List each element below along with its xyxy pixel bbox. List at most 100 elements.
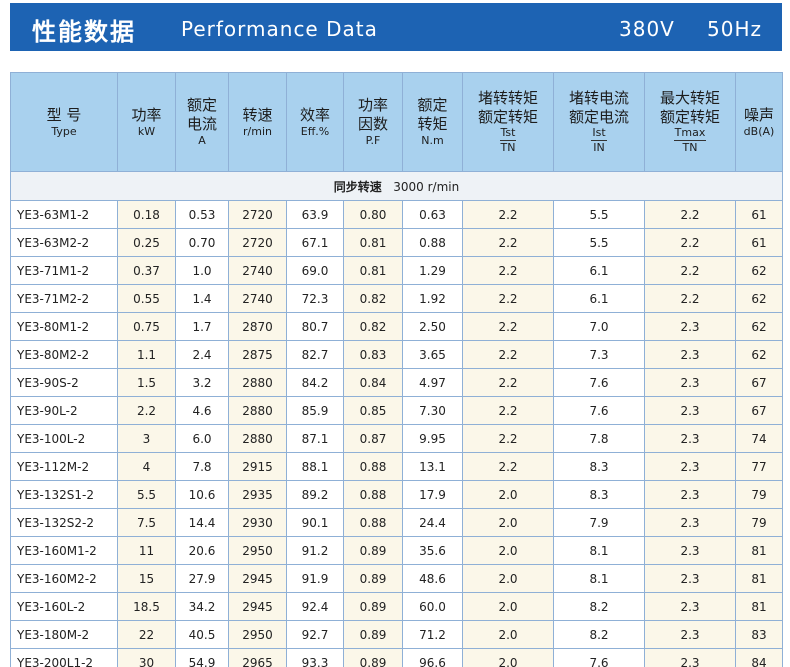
cell-model: YE3-100L-2 [10, 424, 118, 453]
cell-noise: 67 [735, 368, 783, 397]
sync-speed-row: 同步转速 3000 r/min [10, 171, 783, 201]
cell-rated-torque: 13.1 [402, 452, 463, 481]
cell-rated-current: 54.9 [175, 648, 229, 667]
cell-rated-current: 27.9 [175, 564, 229, 593]
cell-efficiency: 87.1 [286, 424, 344, 453]
header-max-torque-ratio: 最大转矩 额定转矩 Tmax TN [644, 72, 736, 172]
cell-power-factor: 0.88 [343, 452, 403, 481]
cell-locked-torque-ratio: 2.2 [462, 200, 554, 229]
cell-noise: 67 [735, 396, 783, 425]
cell-max-torque-ratio: 2.3 [644, 396, 736, 425]
cell-power-factor: 0.82 [343, 284, 403, 313]
cell-power-factor: 0.81 [343, 256, 403, 285]
cell-rated-current: 0.70 [175, 228, 229, 257]
header-noise: 噪声 dB(A) [735, 72, 783, 172]
cell-power-factor: 0.89 [343, 620, 403, 649]
cell-speed: 2720 [228, 228, 287, 257]
table-row: YE3-80M1-2 0.75 1.7 2870 80.7 0.82 2.50 2.2 7.0 2… [10, 312, 783, 341]
cell-rated-current: 20.6 [175, 536, 229, 565]
cell-locked-current-ratio: 7.6 [553, 368, 645, 397]
cell-rated-current: 1.7 [175, 312, 229, 341]
cell-locked-torque-ratio: 2.2 [462, 452, 554, 481]
cell-rated-torque: 60.0 [402, 592, 463, 621]
table-row: YE3-200L1-2 30 54.9 2965 93.3 0.89 96.6 2.0 7.6 2… [10, 648, 783, 667]
cell-rated-torque: 48.6 [402, 564, 463, 593]
cell-noise: 79 [735, 508, 783, 537]
cell-rated-torque: 1.29 [402, 256, 463, 285]
cell-rated-torque: 35.6 [402, 536, 463, 565]
cell-locked-current-ratio: 7.6 [553, 396, 645, 425]
cell-speed: 2935 [228, 480, 287, 509]
cell-efficiency: 80.7 [286, 312, 344, 341]
cell-power: 15 [117, 564, 176, 593]
cell-rated-current: 6.0 [175, 424, 229, 453]
cell-noise: 74 [735, 424, 783, 453]
cell-noise: 62 [735, 284, 783, 313]
cell-locked-current-ratio: 8.3 [553, 480, 645, 509]
cell-power: 0.75 [117, 312, 176, 341]
cell-rated-torque: 3.65 [402, 340, 463, 369]
cell-efficiency: 93.3 [286, 648, 344, 667]
cell-rated-current: 1.4 [175, 284, 229, 313]
cell-efficiency: 92.7 [286, 620, 344, 649]
cell-rated-torque: 96.6 [402, 648, 463, 667]
cell-rated-current: 2.4 [175, 340, 229, 369]
cell-max-torque-ratio: 2.3 [644, 480, 736, 509]
cell-max-torque-ratio: 2.3 [644, 340, 736, 369]
cell-power: 11 [117, 536, 176, 565]
cell-rated-current: 40.5 [175, 620, 229, 649]
cell-locked-torque-ratio: 2.2 [462, 312, 554, 341]
cell-locked-current-ratio: 8.3 [553, 452, 645, 481]
table-row: YE3-160M2-2 15 27.9 2945 91.9 0.89 48.6 2.0 8.1 2… [10, 564, 783, 593]
cell-max-torque-ratio: 2.3 [644, 536, 736, 565]
cell-efficiency: 90.1 [286, 508, 344, 537]
cell-max-torque-ratio: 2.3 [644, 368, 736, 397]
title-chinese: 性能数据 [32, 18, 136, 46]
cell-noise: 81 [735, 536, 783, 565]
cell-locked-current-ratio: 8.1 [553, 564, 645, 593]
cell-noise: 62 [735, 312, 783, 341]
table-row: YE3-80M2-2 1.1 2.4 2875 82.7 0.83 3.65 2.2 7.3 2.… [10, 340, 783, 369]
table-row: YE3-90L-2 2.2 4.6 2880 85.9 0.85 7.30 2.2 7.6 2.3… [10, 396, 783, 425]
cell-noise: 61 [735, 228, 783, 257]
cell-locked-torque-ratio: 2.2 [462, 284, 554, 313]
cell-noise: 84 [735, 648, 783, 667]
table-row: YE3-63M2-2 0.25 0.70 2720 67.1 0.81 0.88 2.2 5.5… [10, 228, 783, 257]
cell-max-torque-ratio: 2.3 [644, 648, 736, 667]
cell-speed: 2930 [228, 508, 287, 537]
cell-locked-current-ratio: 5.5 [553, 228, 645, 257]
cell-power-factor: 0.87 [343, 424, 403, 453]
cell-power-factor: 0.89 [343, 648, 403, 667]
cell-max-torque-ratio: 2.3 [644, 508, 736, 537]
cell-power-factor: 0.85 [343, 396, 403, 425]
cell-model: YE3-90L-2 [10, 396, 118, 425]
cell-locked-current-ratio: 7.3 [553, 340, 645, 369]
cell-max-torque-ratio: 2.2 [644, 200, 736, 229]
cell-power: 30 [117, 648, 176, 667]
cell-max-torque-ratio: 2.3 [644, 620, 736, 649]
cell-rated-current: 34.2 [175, 592, 229, 621]
cell-speed: 2875 [228, 340, 287, 369]
cell-max-torque-ratio: 2.3 [644, 452, 736, 481]
cell-noise: 61 [735, 200, 783, 229]
cell-max-torque-ratio: 2.2 [644, 284, 736, 313]
cell-rated-torque: 71.2 [402, 620, 463, 649]
cell-power: 1.1 [117, 340, 176, 369]
cell-noise: 62 [735, 256, 783, 285]
cell-efficiency: 85.9 [286, 396, 344, 425]
cell-noise: 79 [735, 480, 783, 509]
cell-model: YE3-160M1-2 [10, 536, 118, 565]
cell-locked-current-ratio: 7.0 [553, 312, 645, 341]
cell-power: 3 [117, 424, 176, 453]
performance-table: 型 号 Type 功率 kW 额定 电流 A 转速 r/min 效率 Eff.% 功率 因数 P… [10, 72, 783, 667]
table-row: YE3-180M-2 22 40.5 2950 92.7 0.89 71.2 2.0 8.2 2.… [10, 620, 783, 649]
sync-speed-value: 3000 r/min [393, 179, 460, 194]
header-locked-current-ratio: 堵转电流 额定电流 Ist IN [553, 72, 645, 172]
cell-efficiency: 84.2 [286, 368, 344, 397]
cell-locked-current-ratio: 6.1 [553, 284, 645, 313]
cell-locked-torque-ratio: 2.0 [462, 508, 554, 537]
cell-power-factor: 0.89 [343, 536, 403, 565]
voltage-label: 380V [619, 17, 675, 41]
header-row: 型 号 Type 功率 kW 额定 电流 A 转速 r/min 效率 Eff.% 功率 因数 P… [10, 72, 783, 172]
cell-model: YE3-63M1-2 [10, 200, 118, 229]
